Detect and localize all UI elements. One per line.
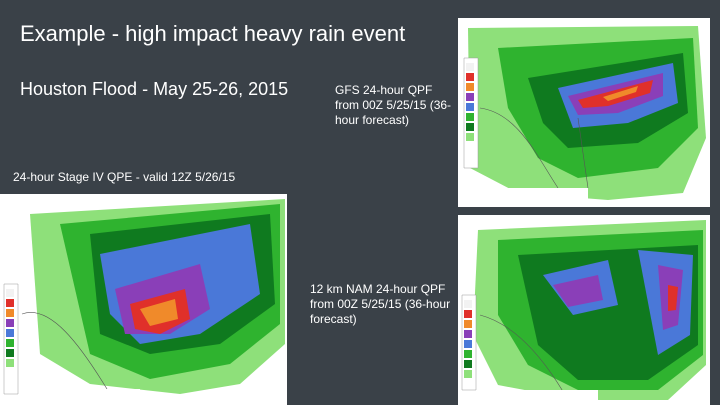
nam-caption: 12 km NAM 24-hour QPF from 00Z 5/25/15 (…	[310, 282, 451, 326]
slide-subtitle: Houston Flood - May 25-26, 2015	[20, 79, 289, 99]
slide-title: Example - high impact heavy rain event	[20, 21, 406, 46]
stage4-caption: 24-hour Stage IV QPE - valid 12Z 5/26/15	[13, 170, 236, 184]
gfs-qpf-map	[458, 18, 710, 207]
stage4-qpe-map	[0, 194, 287, 405]
gfs-caption: GFS 24-hour QPF from 00Z 5/25/15 (36-hou…	[335, 83, 452, 127]
nam-qpf-map	[458, 215, 710, 405]
